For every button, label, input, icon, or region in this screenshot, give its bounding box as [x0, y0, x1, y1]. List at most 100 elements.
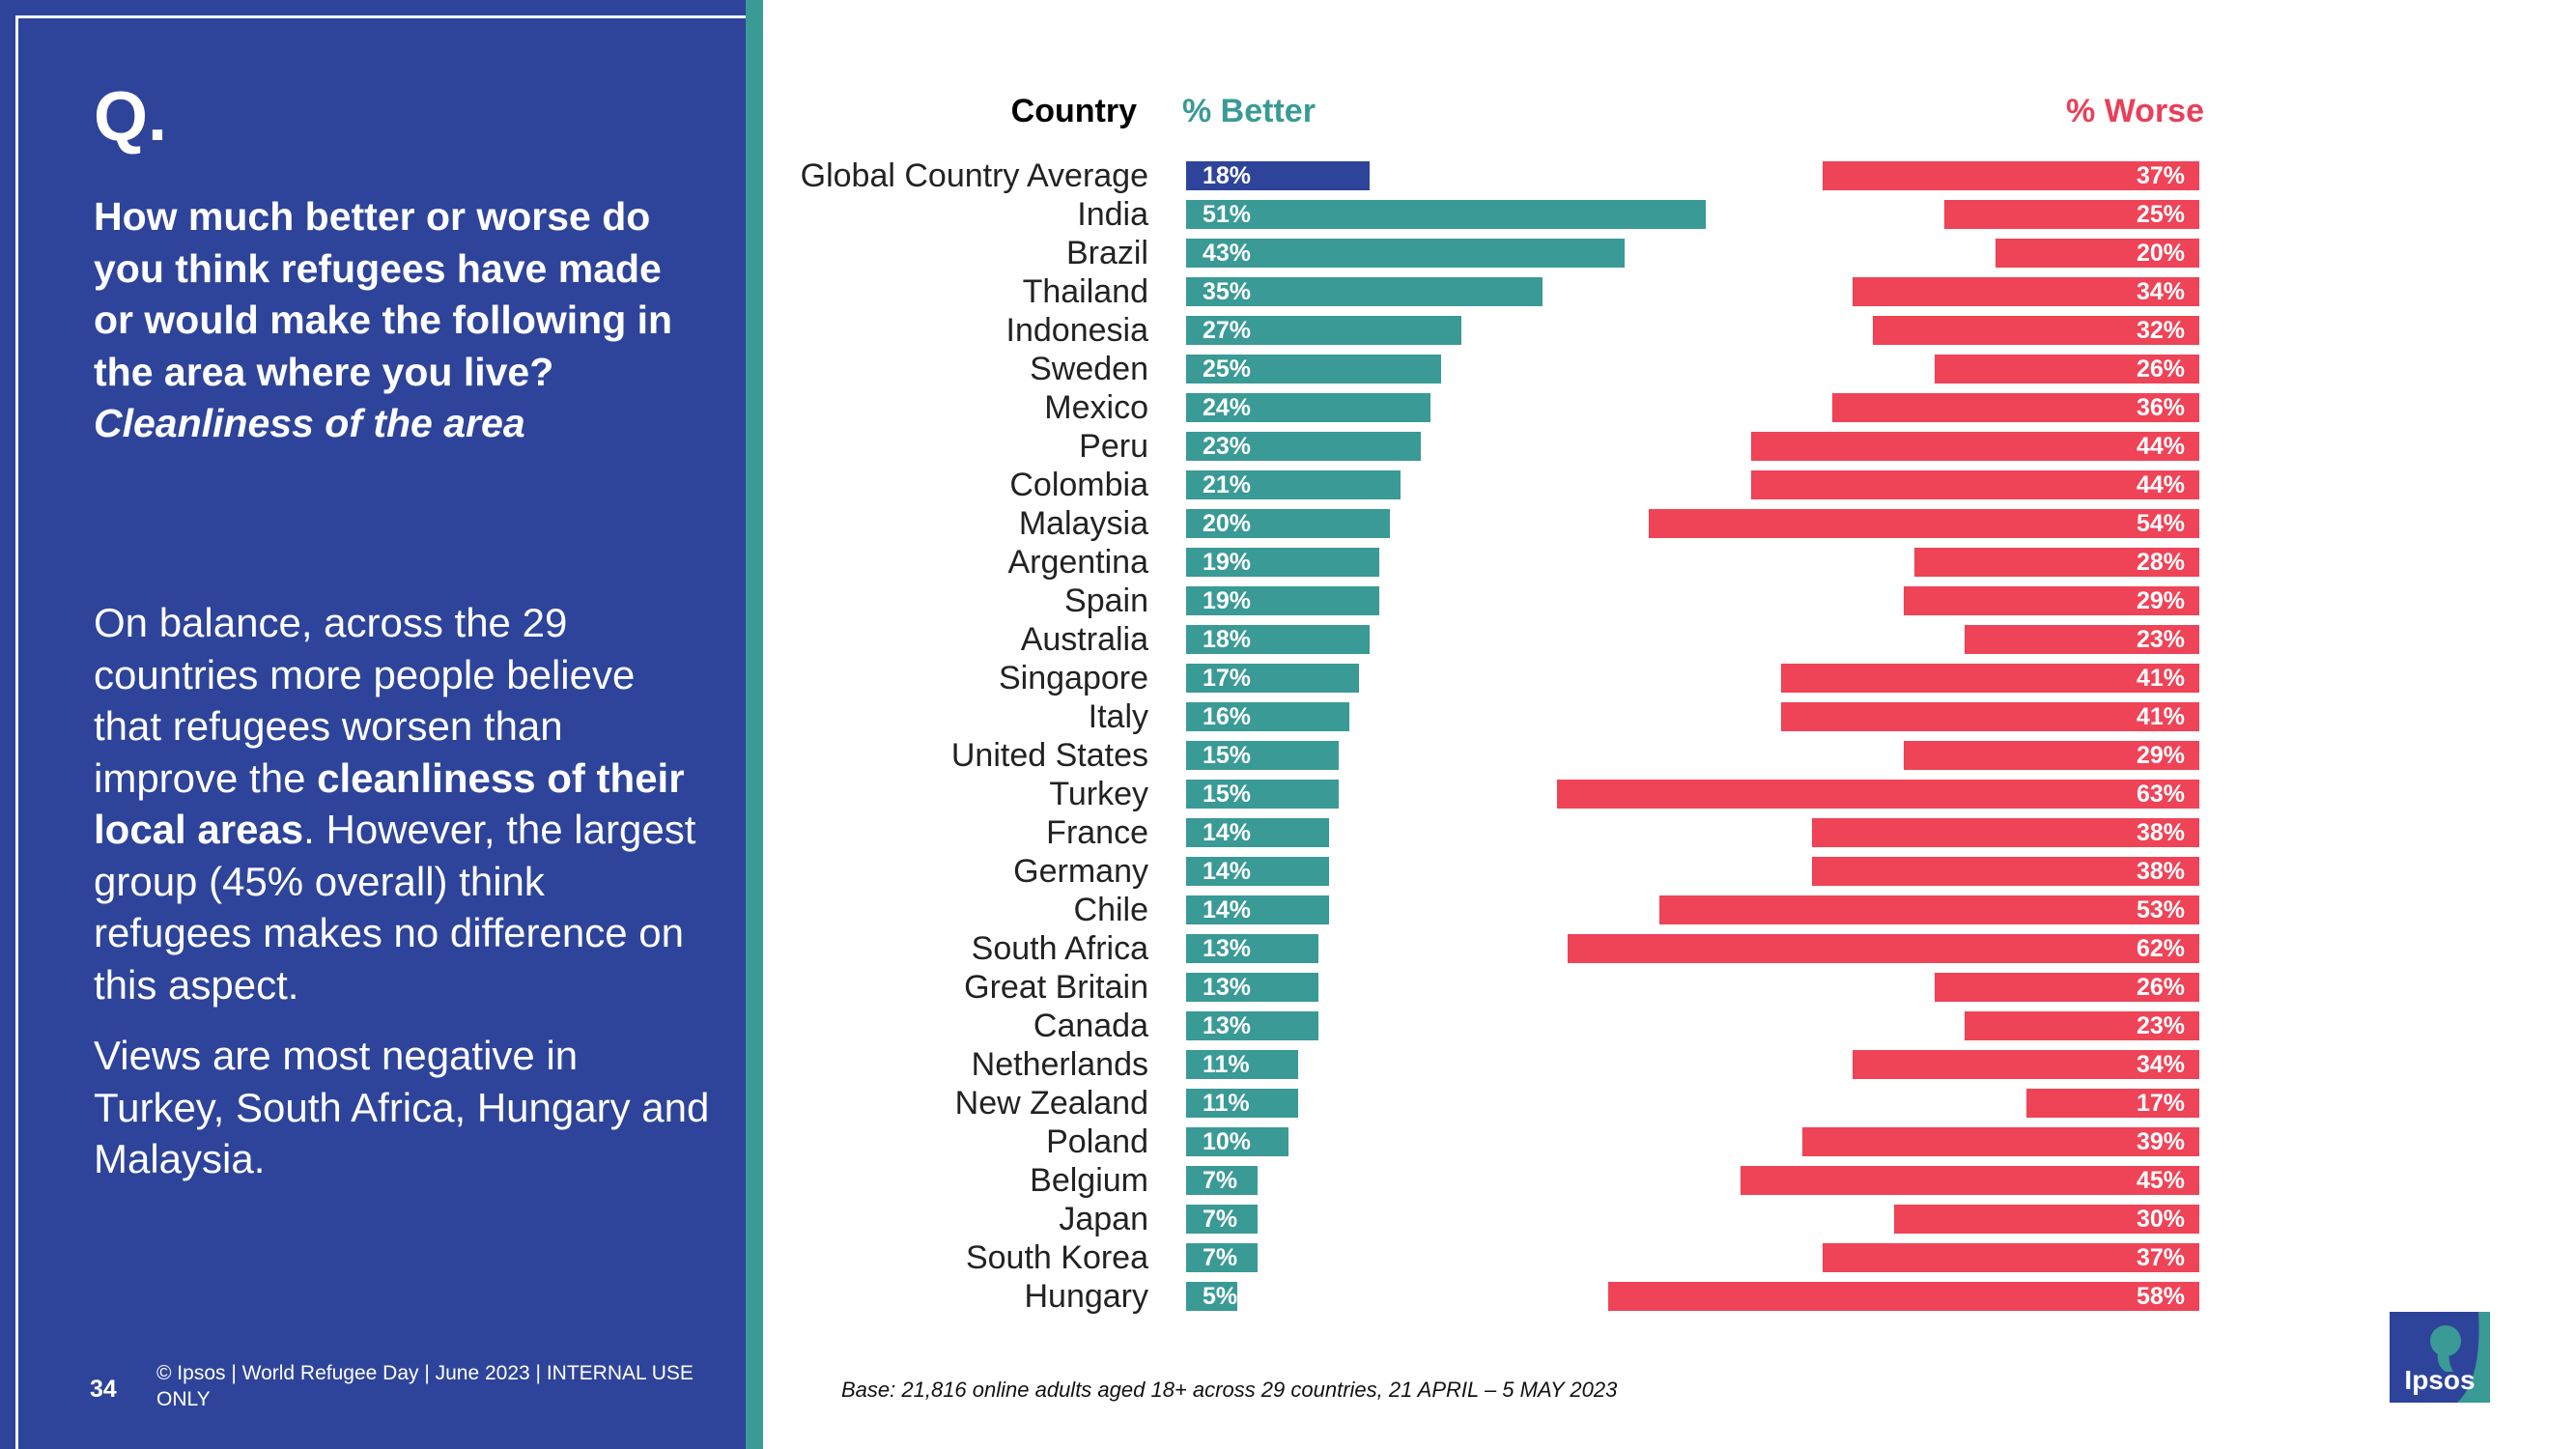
value-label-better: 43%	[1203, 240, 1252, 267]
value-label-better: 13%	[1203, 935, 1252, 962]
country-label: Hungary	[1024, 1278, 1148, 1315]
value-label-worse: 53%	[2136, 896, 2185, 923]
country-label: Australia	[1020, 621, 1148, 658]
bar-worse	[1944, 200, 2199, 229]
bar-worse	[2025, 1089, 2199, 1118]
bar-better	[1186, 1243, 1258, 1272]
value-label-better: 25%	[1203, 355, 1252, 383]
bar-worse	[1965, 625, 2199, 654]
bar-better	[1186, 1011, 1319, 1040]
question-subtopic: Cleanliness of the area	[94, 401, 525, 445]
bar-better	[1186, 780, 1340, 809]
country-label: Singapore	[998, 660, 1148, 696]
bar-better	[1186, 548, 1380, 577]
country-label: France	[1046, 814, 1148, 851]
header-country: Country	[1010, 93, 1137, 129]
bar-worse	[1913, 548, 2199, 577]
bar-worse	[1822, 161, 2199, 190]
bar-better	[1186, 895, 1329, 924]
value-label-worse: 62%	[2136, 935, 2185, 962]
ipsos-logo: Ipsos	[2390, 1312, 2490, 1403]
bar-better	[1186, 1127, 1288, 1156]
bar-worse	[1812, 818, 2199, 847]
bar-better	[1186, 664, 1360, 693]
value-label-better: 14%	[1203, 896, 1252, 923]
bar-worse	[1893, 1205, 2199, 1234]
value-label-worse: 25%	[2136, 201, 2185, 228]
bar-better	[1186, 973, 1319, 1002]
value-label-better: 14%	[1203, 858, 1252, 885]
country-label: Colombia	[1009, 467, 1148, 503]
value-label-worse: 41%	[2136, 665, 2185, 692]
value-label-worse: 30%	[2136, 1206, 2185, 1233]
bar-worse	[1750, 432, 2199, 461]
base-note: Base: 21,816 online adults aged 18+ acro…	[841, 1378, 1618, 1402]
value-label-worse: 32%	[2136, 317, 2185, 344]
country-label: Malaysia	[1018, 505, 1148, 542]
value-label-better: 7%	[1203, 1206, 1238, 1233]
value-label-better: 18%	[1203, 626, 1252, 653]
bar-better	[1186, 277, 1543, 306]
bar-worse	[1853, 277, 2199, 306]
value-label-worse: 36%	[2136, 394, 2185, 421]
country-label: Indonesia	[1005, 312, 1148, 349]
bar-better	[1186, 741, 1340, 770]
bar-better	[1186, 161, 1370, 190]
value-label-worse: 63%	[2136, 781, 2185, 808]
value-label-better: 18%	[1203, 162, 1252, 189]
value-label-worse: 23%	[2136, 626, 2185, 653]
value-label-better: 11%	[1203, 1090, 1250, 1117]
bar-better	[1186, 509, 1390, 538]
bar-better	[1186, 1166, 1258, 1195]
value-label-worse: 41%	[2136, 703, 2185, 730]
value-label-better: 11%	[1203, 1051, 1250, 1078]
summary-paragraph: On balance, across the 29 countries more…	[94, 597, 712, 1010]
bar-better	[1186, 355, 1441, 384]
value-label-worse: 58%	[2136, 1283, 2185, 1310]
logo-text: Ipsos	[2404, 1365, 2475, 1395]
bar-worse	[1557, 780, 2199, 809]
bar-worse	[1801, 1127, 2199, 1156]
country-label: Mexico	[1044, 389, 1148, 426]
value-label-worse: 29%	[2136, 742, 2185, 769]
value-label-better: 17%	[1203, 665, 1252, 692]
country-label: Italy	[1088, 698, 1148, 735]
country-label: Global Country Average	[800, 157, 1148, 194]
country-label: South Africa	[971, 930, 1148, 967]
country-label: Belgium	[1030, 1162, 1148, 1199]
country-label: Canada	[1033, 1008, 1148, 1044]
value-label-better: 5%	[1203, 1283, 1238, 1310]
bar-worse	[1934, 355, 2199, 384]
value-label-better: 27%	[1203, 317, 1252, 344]
value-label-better: 14%	[1203, 819, 1252, 846]
bar-better	[1186, 1282, 1237, 1311]
country-label: United States	[950, 737, 1148, 774]
question-text: How much better or worse do you think re…	[94, 191, 712, 450]
summary-text-a: On balance, across the 29 countries more…	[94, 600, 636, 801]
bar-worse	[1649, 509, 2199, 538]
country-label: Spain	[1064, 582, 1148, 619]
country-label: Poland	[1046, 1123, 1148, 1160]
bar-worse	[1853, 1050, 2199, 1079]
value-label-better: 7%	[1203, 1167, 1238, 1194]
bar-worse	[1965, 1011, 2199, 1040]
country-label: Peru	[1079, 428, 1148, 465]
panel-outline	[15, 15, 750, 1449]
bar-better	[1186, 239, 1625, 268]
value-label-worse: 37%	[2136, 162, 2185, 189]
bar-better	[1186, 818, 1329, 847]
summary-text-c: . However, the largest group (45% overal…	[94, 807, 696, 1008]
bar-better	[1186, 316, 1461, 345]
bar-worse	[1832, 393, 2199, 422]
country-label: New Zealand	[954, 1085, 1148, 1122]
value-label-worse: 17%	[2136, 1090, 2185, 1117]
page-number: 34	[90, 1376, 117, 1403]
bar-better	[1186, 586, 1380, 615]
bar-worse	[1904, 741, 2199, 770]
value-label-worse: 20%	[2136, 240, 2185, 267]
value-label-better: 10%	[1203, 1128, 1252, 1155]
bar-better	[1186, 393, 1431, 422]
bar-worse	[1658, 895, 2199, 924]
value-label-better: 13%	[1203, 974, 1252, 1001]
value-label-better: 35%	[1203, 278, 1252, 305]
